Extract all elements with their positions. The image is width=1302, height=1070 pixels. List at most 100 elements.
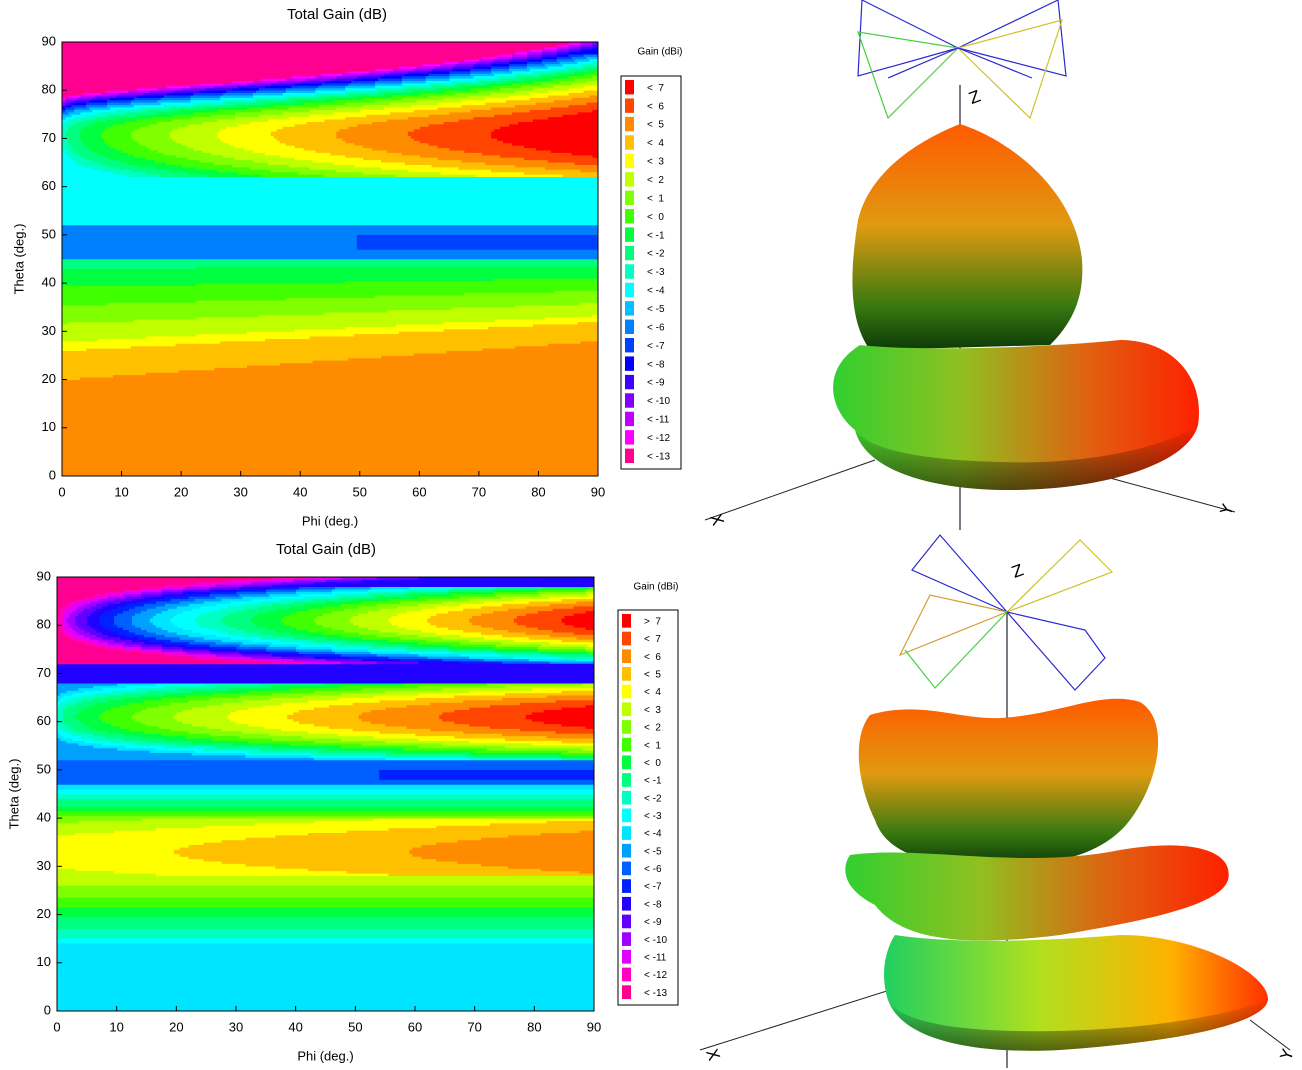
legend-swatch (622, 649, 631, 664)
legend-swatch (625, 301, 634, 316)
legend-label: < 0 (644, 758, 661, 769)
legend-label: < -3 (644, 811, 662, 822)
y-axis-label: Theta (deg.) (6, 759, 21, 830)
contour-band (407, 102, 599, 166)
x-tick-label: 50 (353, 484, 367, 499)
legend-swatch (622, 667, 631, 681)
legend-label: < -13 (647, 451, 671, 462)
legend-swatch (625, 374, 634, 390)
legend-swatch (622, 826, 631, 840)
x-tick-label: 0 (58, 484, 65, 499)
pattern-view (699, 534, 1291, 1068)
legend-label: < 1 (647, 193, 664, 204)
legend-swatch (625, 135, 634, 150)
y-axis-label: Theta (deg.) (11, 224, 26, 295)
x-axis (699, 989, 891, 1051)
legend-label: < -4 (644, 829, 662, 840)
y-tick-label: 90 (37, 568, 51, 583)
legend-label: < 5 (644, 670, 661, 681)
y-tick-label: 20 (37, 906, 51, 921)
legend-label: < -12 (647, 433, 671, 444)
x-tick-label: 40 (293, 484, 307, 499)
legend-swatch (625, 356, 634, 371)
legend-label: < 6 (644, 652, 661, 663)
x-tick-label: 90 (587, 1019, 601, 1034)
legend-label: < 2 (644, 723, 661, 734)
y-tick-label: 30 (42, 323, 56, 338)
legend-swatch (625, 245, 634, 261)
chart-title: Total Gain (dB) (287, 6, 387, 23)
y-label: Y (1276, 1047, 1298, 1064)
x-tick-label: 30 (233, 484, 247, 499)
y-tick-label: 0 (49, 467, 56, 482)
legend-swatch (622, 879, 631, 893)
legend-swatch (625, 190, 634, 205)
contour-band (62, 90, 599, 380)
legend-swatch (622, 631, 631, 646)
contour-band (173, 598, 595, 877)
legend-swatch (622, 614, 631, 628)
legend-swatch (625, 282, 634, 298)
contour-band (62, 95, 599, 477)
legend-swatch (622, 861, 631, 876)
legend-label: < -10 (647, 396, 671, 407)
legend-swatch (625, 264, 634, 279)
y-axis (1249, 1019, 1291, 1051)
plot-frame (56, 576, 595, 1012)
legend-label: < -2 (647, 249, 665, 260)
legend-swatch (622, 720, 631, 734)
legend-label: < 4 (647, 138, 664, 149)
legend-label: < -10 (644, 935, 668, 946)
legend-label: < -5 (644, 846, 662, 857)
legend-swatch (625, 430, 634, 445)
x-tick-label: 60 (408, 1019, 422, 1034)
legend-label: < -1 (644, 776, 662, 787)
y-tick-label: 10 (37, 954, 51, 969)
y-tick-label: 60 (37, 713, 51, 728)
legend-label: < -12 (644, 970, 668, 981)
y-tick-label: 50 (37, 761, 51, 776)
x-tick-label: 80 (531, 484, 545, 499)
y-tick-label: 30 (37, 858, 51, 873)
legend-label: < -11 (647, 415, 670, 426)
legend-swatch (625, 319, 634, 334)
x-tick-label: 60 (412, 484, 426, 499)
legend-label: < 7 (644, 634, 661, 645)
legend-label: < -6 (644, 864, 662, 875)
y-tick-label: 70 (42, 130, 56, 145)
legend-label: < 3 (644, 705, 661, 716)
legend-label: < 6 (647, 101, 664, 112)
contour-band (525, 610, 595, 730)
legend-swatch (625, 411, 634, 427)
legend-label: < -9 (647, 378, 665, 389)
legend-label: < -2 (644, 793, 662, 804)
legend-swatch (622, 985, 631, 999)
legend-swatch (625, 116, 634, 132)
legend-swatch (625, 153, 634, 169)
legend-label: < 7 (647, 83, 664, 94)
legend-label: < -8 (644, 899, 662, 910)
y-tick-label: 10 (42, 419, 56, 434)
y-tick-label: 80 (37, 617, 51, 632)
legend-swatch (622, 932, 631, 946)
contour-band (57, 577, 595, 684)
legend-swatch (625, 393, 634, 408)
x-tick-label: 10 (114, 484, 128, 499)
contour-band (57, 586, 595, 785)
x-tick-label: 20 (169, 1019, 183, 1034)
z-label: Z (1009, 560, 1026, 582)
antenna-wire (898, 534, 1114, 691)
lower-lobe (884, 935, 1269, 1051)
legend-label: < 0 (647, 212, 664, 223)
legend-label: < -7 (647, 341, 665, 352)
legend-label: < -13 (644, 988, 668, 999)
upper-lobe (858, 698, 1159, 866)
legend-label: < -6 (647, 322, 665, 333)
legend-swatch (622, 949, 631, 964)
middle-lobe (845, 845, 1229, 941)
legend-label: < -8 (647, 359, 665, 370)
y-tick-label: 80 (42, 82, 56, 97)
contour-band (57, 577, 273, 665)
